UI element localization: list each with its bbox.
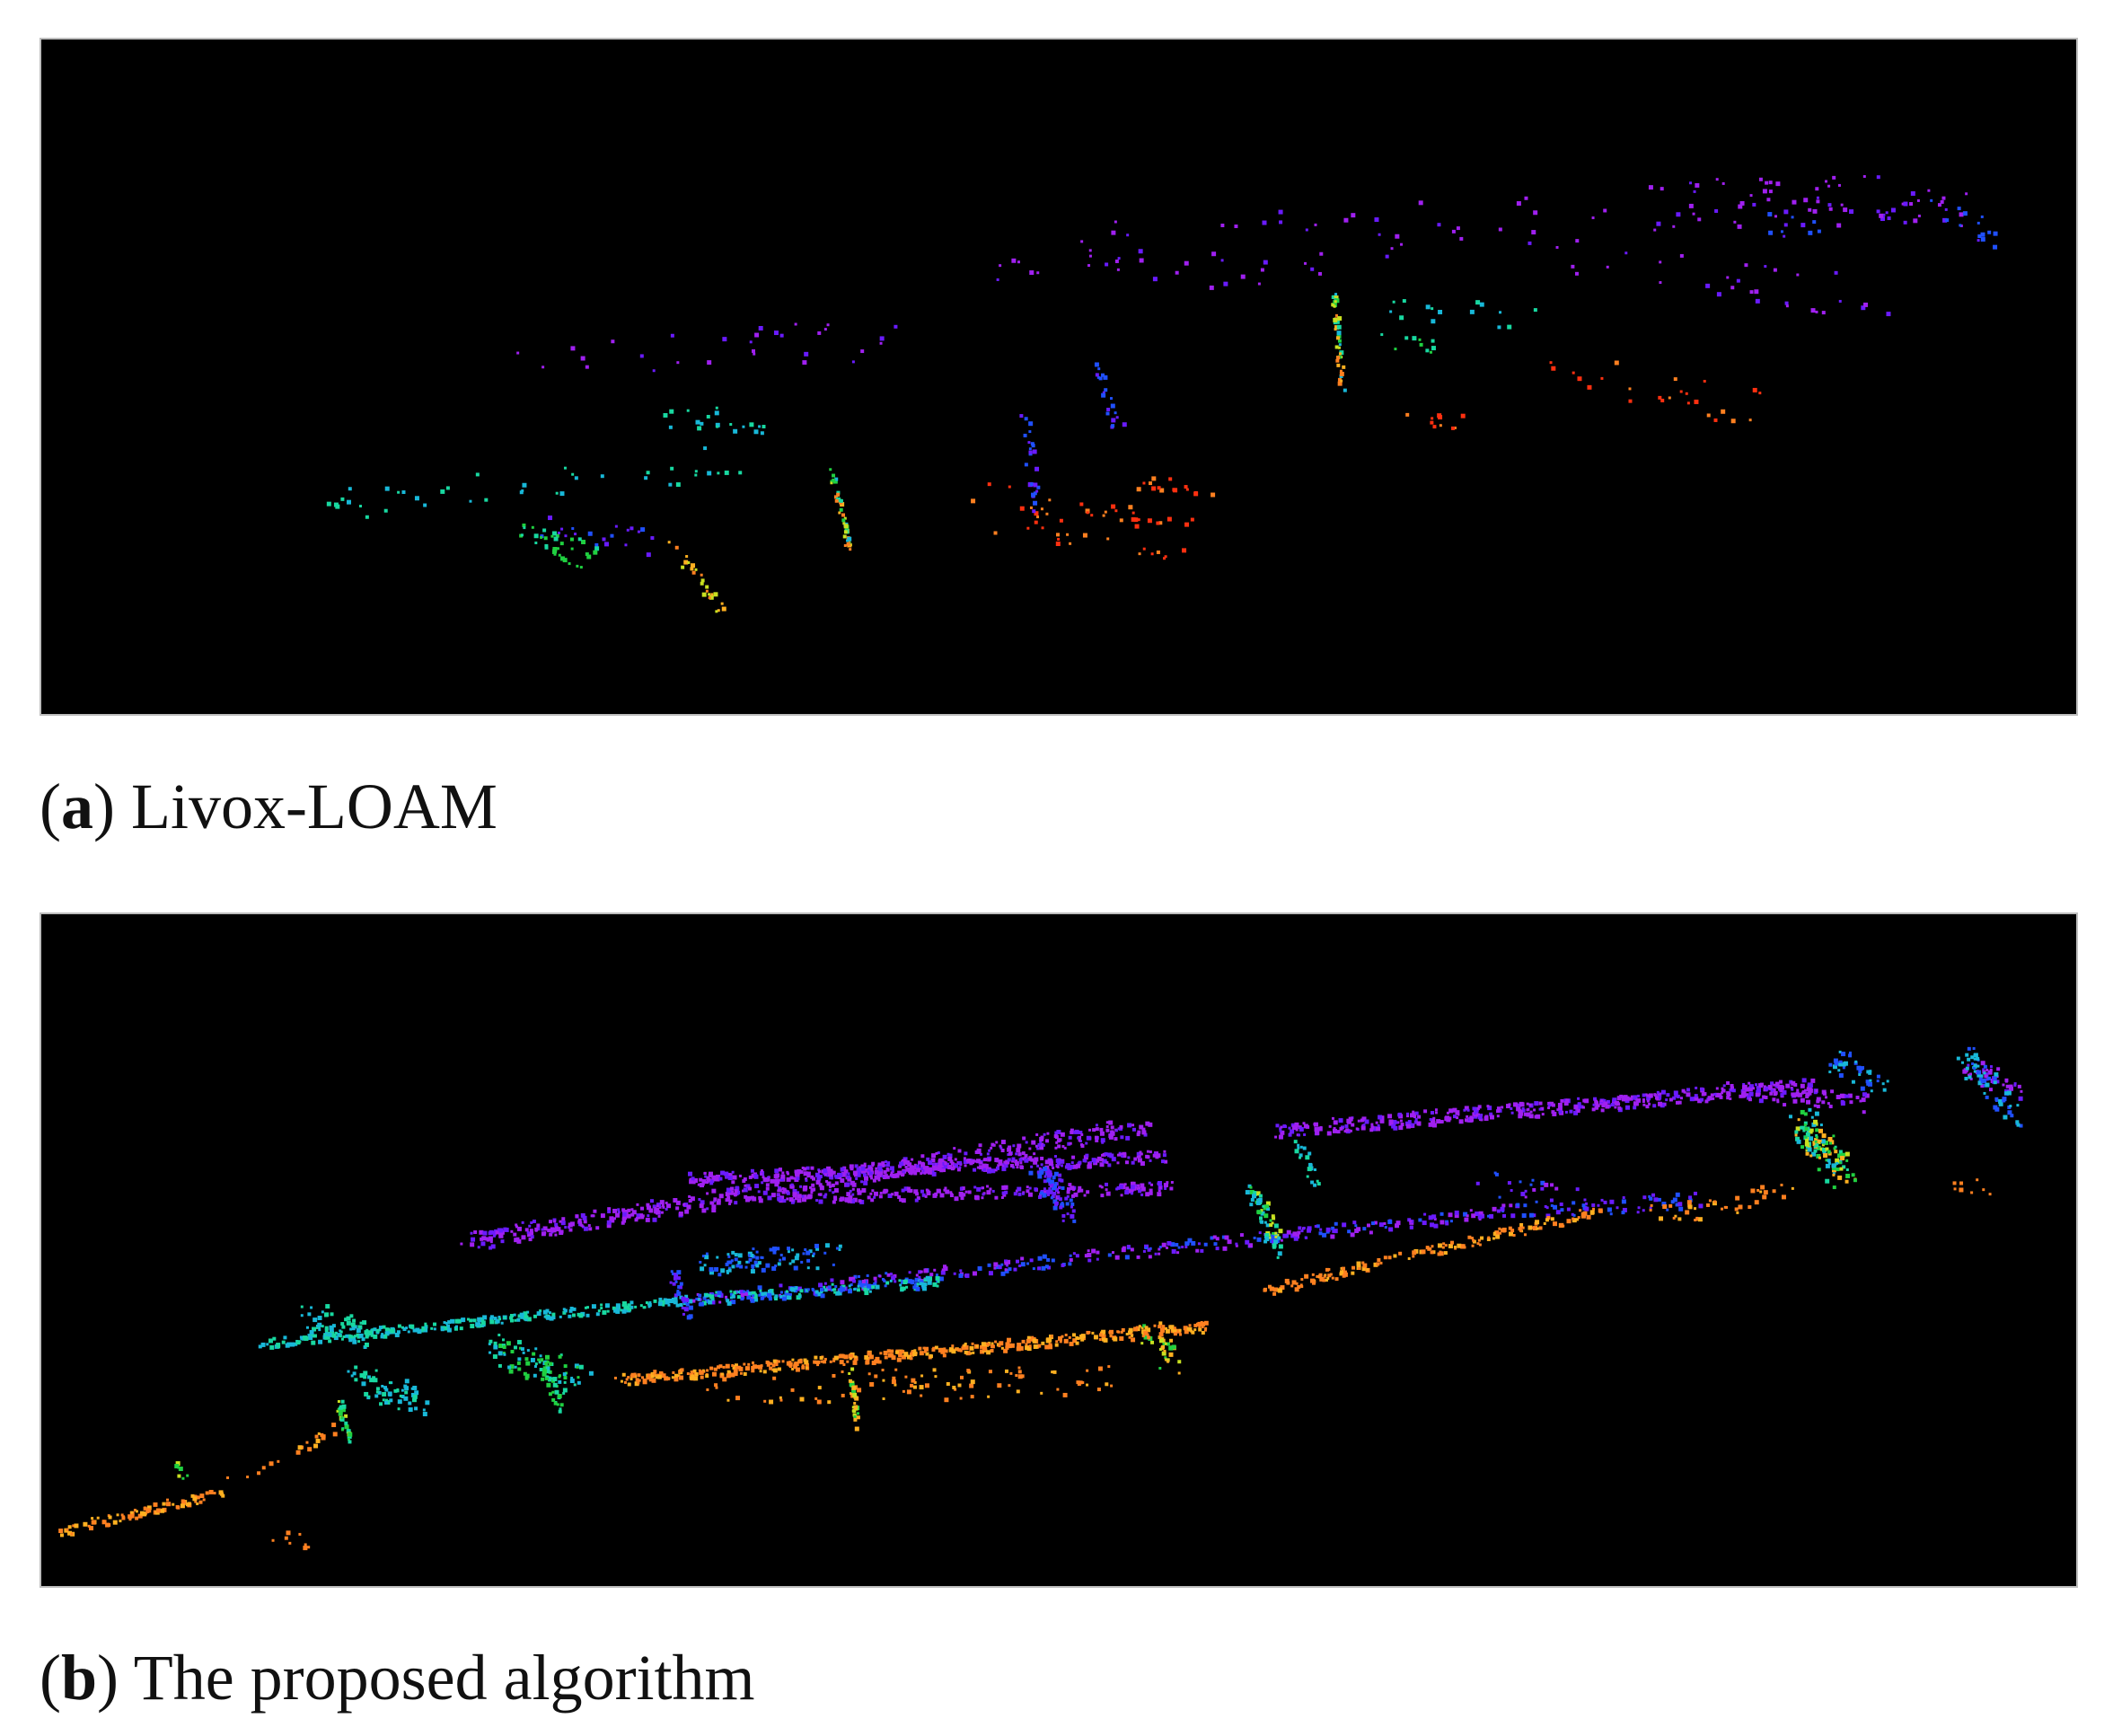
caption-b-letter: b [60, 1642, 98, 1714]
caption-a-letter: a [60, 771, 93, 842]
caption-b-label: The proposed algorithm [133, 1642, 755, 1714]
panel-b-proposed-point-cloud [40, 912, 2078, 1588]
point-cloud-image-b [58, 1046, 2023, 1551]
caption-a: (a) Livox-LOAM [40, 771, 497, 842]
panel-a-livox-loam-point-cloud [40, 38, 2078, 716]
caption-a-label: Livox-LOAM [130, 771, 497, 842]
caption-b: (b) The proposed algorithm [40, 1642, 755, 1714]
point-cloud-image-a [326, 174, 1998, 613]
